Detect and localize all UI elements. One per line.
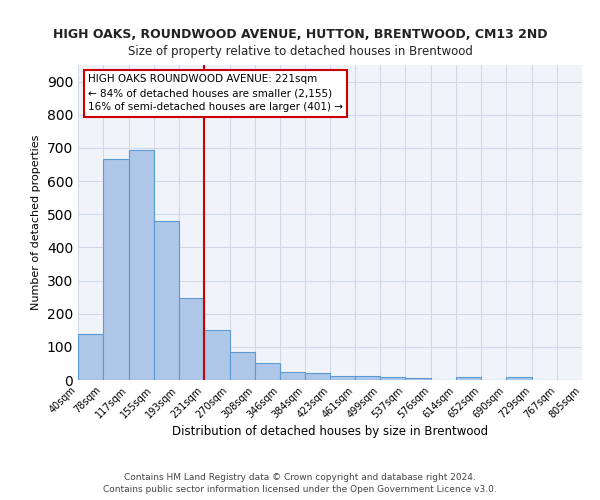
Text: HIGH OAKS, ROUNDWOOD AVENUE, HUTTON, BRENTWOOD, CM13 2ND: HIGH OAKS, ROUNDWOOD AVENUE, HUTTON, BRE… bbox=[53, 28, 547, 40]
Bar bbox=[280, 372, 305, 380]
X-axis label: Distribution of detached houses by size in Brentwood: Distribution of detached houses by size … bbox=[172, 426, 488, 438]
Bar bbox=[103, 159, 129, 380]
Bar bbox=[355, 376, 380, 380]
Bar bbox=[179, 298, 204, 380]
Bar bbox=[230, 352, 254, 380]
Bar bbox=[506, 377, 532, 380]
Bar bbox=[305, 374, 331, 380]
Bar bbox=[78, 334, 103, 380]
Bar bbox=[456, 377, 481, 380]
Text: Contains public sector information licensed under the Open Government Licence v3: Contains public sector information licen… bbox=[103, 485, 497, 494]
Bar bbox=[254, 364, 280, 380]
Bar bbox=[204, 330, 230, 380]
Text: HIGH OAKS ROUNDWOOD AVENUE: 221sqm
← 84% of detached houses are smaller (2,155)
: HIGH OAKS ROUNDWOOD AVENUE: 221sqm ← 84%… bbox=[88, 74, 343, 112]
Y-axis label: Number of detached properties: Number of detached properties bbox=[31, 135, 41, 310]
Bar bbox=[406, 378, 431, 380]
Bar bbox=[380, 378, 406, 380]
Bar bbox=[154, 221, 179, 380]
Text: Contains HM Land Registry data © Crown copyright and database right 2024.: Contains HM Land Registry data © Crown c… bbox=[124, 472, 476, 482]
Bar bbox=[331, 376, 355, 380]
Bar bbox=[129, 150, 154, 380]
Text: Size of property relative to detached houses in Brentwood: Size of property relative to detached ho… bbox=[128, 45, 472, 58]
